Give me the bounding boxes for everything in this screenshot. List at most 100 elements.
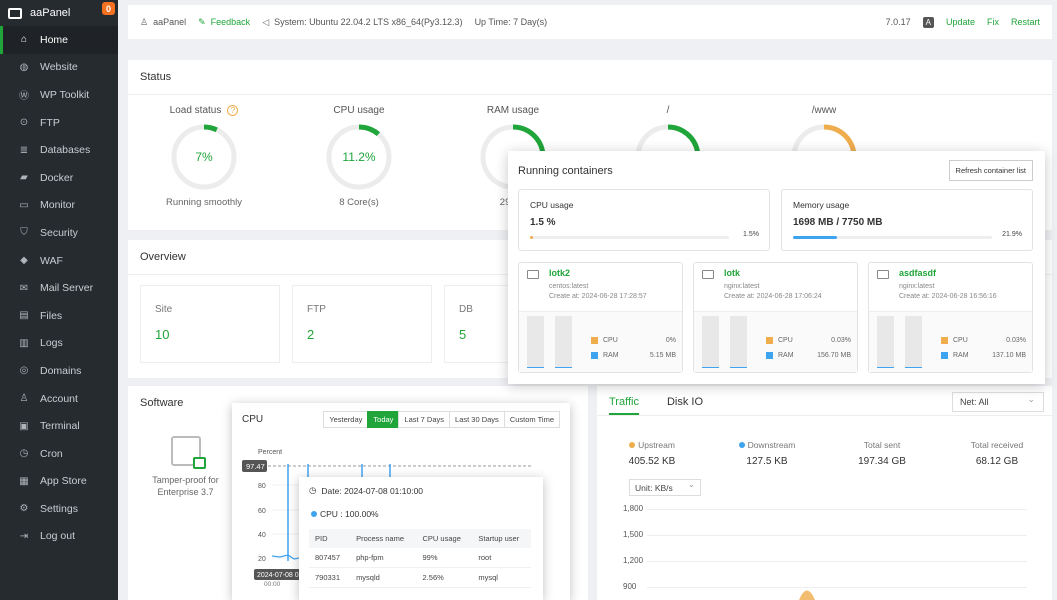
refresh-container-list-button[interactable]: Refresh container list <box>948 160 1033 181</box>
sidebar-item-databases[interactable]: ≣ Databases <box>0 136 118 164</box>
overview-card-value[interactable]: 2 <box>307 327 315 342</box>
marker-box <box>242 460 267 472</box>
cpu-usage-value: 1.5 % <box>530 217 556 228</box>
sidebar-item-label: Log out <box>40 530 76 543</box>
overview-card-value[interactable]: 10 <box>155 327 170 342</box>
legend-label: RAM <box>953 352 969 359</box>
container-created: Create at: 2024-06-28 17:06:24 <box>724 293 822 300</box>
ram-legend-icon <box>941 352 948 359</box>
range-yesterday-button[interactable]: Yesterday <box>323 411 369 428</box>
ram-legend: RAM 5.15 MB <box>591 352 676 359</box>
container-card-lotk[interactable]: lotk nginx:latest Create at: 2024-06-28 17… <box>693 262 858 373</box>
sidebar-item-app-store[interactable]: ▦ App Store <box>0 468 118 496</box>
gauge-loadstatus[interactable]: Load status? 7% Running smoothly <box>134 105 274 208</box>
container-ram-value: 5.15 MB <box>649 352 676 359</box>
memory-usage-fill <box>793 236 837 239</box>
wordpress-icon: Ⓦ <box>19 91 29 103</box>
sidebar-item-home[interactable]: ⌂ Home <box>0 26 118 54</box>
tab-disk-io[interactable]: Disk IO <box>666 396 704 408</box>
legend-label: CPU <box>778 337 793 344</box>
tooltip-date: Date: 2024-07-08 01:10:00 <box>321 485 424 496</box>
sidebar-item-files[interactable]: ▤ Files <box>0 302 118 330</box>
notification-badge[interactable]: 0 <box>102 2 115 15</box>
legend-label: CPU <box>953 337 968 344</box>
gear-icon: ⚙ <box>19 503 29 515</box>
gauge-ring: 7% <box>171 124 237 190</box>
tamper-proof-icon <box>170 436 206 469</box>
sidebar-item-label: Settings <box>40 502 78 515</box>
x-marker: 2024-07-08 01 <box>257 572 303 579</box>
cpu-column <box>702 316 719 368</box>
brand[interactable]: aaPanel 0 <box>0 0 118 26</box>
container-card-lotk2[interactable]: lotk2 centos:latest Create at: 2024-06-28 … <box>518 262 683 373</box>
mail-icon: ✉ <box>19 282 29 294</box>
shield-icon: ⛉ <box>20 227 28 239</box>
y-tick: 1,200 <box>623 556 644 565</box>
container-icon <box>877 270 889 279</box>
gauge-ring: 11.2% <box>326 124 392 190</box>
stat-label: Downstream <box>747 440 796 450</box>
sidebar-item-label: Home <box>40 33 69 46</box>
sidebar-item-security[interactable]: ⛉ Security <box>0 219 118 247</box>
sidebar-item-docker[interactable]: ▰ Docker <box>0 164 118 192</box>
sidebar-item-terminal[interactable]: ▣ Terminal <box>0 412 118 440</box>
cpu-legend: CPU 0% <box>591 337 676 344</box>
container-card-asdfasdf[interactable]: asdfasdf nginx:latest Create at: 2024-06-2… <box>868 262 1033 373</box>
range-today-button[interactable]: Today <box>367 411 400 428</box>
y-label: Percent <box>258 449 282 456</box>
overview-card-site[interactable]: Site 10 <box>140 285 280 363</box>
sidebar-item-mail-server[interactable]: ✉ Mail Server <box>0 274 118 302</box>
y-tick: 80 <box>258 483 266 490</box>
gauge-cpuusage[interactable]: CPU usage 11.2% 8 Core(s) <box>289 105 429 208</box>
feedback-link[interactable]: ✎ Feedback <box>198 17 250 28</box>
update-button[interactable]: Update <box>945 17 975 27</box>
sidebar-item-wp-toolkit[interactable]: Ⓦ WP Toolkit <box>0 81 118 109</box>
range-last-30-days-button[interactable]: Last 30 Days <box>449 411 505 428</box>
range-custom-time-button[interactable]: Custom Time <box>503 411 560 428</box>
sidebar-item-website[interactable]: ◍ Website <box>0 54 118 82</box>
sidebar-item-domains[interactable]: ◎ Domains <box>0 357 118 385</box>
sidebar-item-ftp[interactable]: ⊙ FTP <box>0 109 118 137</box>
container-cpu-value: 0.03% <box>1006 337 1026 344</box>
sidebar-item-monitor[interactable]: ▭ Monitor <box>0 192 118 220</box>
process-table: PID Process name CPU usage Startup user 807… <box>309 529 531 588</box>
home-icon: ⌂ <box>20 34 28 46</box>
sidebar-item-settings[interactable]: ⚙ Settings <box>0 495 118 523</box>
user-info[interactable]: ♙ aaPanel <box>140 17 186 28</box>
net-select[interactable]: Net: All <box>952 392 1044 412</box>
sidebar-item-account[interactable]: ♙ Account <box>0 385 118 413</box>
uptime: Up Time: 7 Day(s) <box>475 17 548 27</box>
overview-card-ftp[interactable]: FTP 2 <box>292 285 432 363</box>
system-text: System: Ubuntu 22.04.2 LTS x86_64(Py3.12… <box>274 17 463 27</box>
sidebar-item-cron[interactable]: ◷ Cron <box>0 440 118 468</box>
sidebar-item-waf[interactable]: ◆ WAF <box>0 247 118 275</box>
traffic-panel: Traffic Disk IO Net: All Upstream 405.52… <box>597 386 1052 600</box>
software-item[interactable]: Tamper-proof for Enterprise 3.7 <box>138 436 233 498</box>
container-name[interactable]: lotk2 <box>549 268 571 278</box>
cpu-column <box>877 316 894 368</box>
container-name[interactable]: asdfasdf <box>899 268 937 278</box>
feedback-icon: ✎ <box>198 16 206 27</box>
fix-button[interactable]: Fix <box>986 17 999 27</box>
overview-card-value[interactable]: 5 <box>459 327 467 342</box>
gauge-sub: Running smoothly <box>165 197 243 208</box>
gauge-label: Load status <box>169 105 222 116</box>
restart-button[interactable]: Restart <box>1010 17 1040 27</box>
sidebar-item-log-out[interactable]: ⇥ Log out <box>0 523 118 551</box>
font-size-icon[interactable]: A <box>922 16 934 28</box>
help-icon[interactable]: ? <box>227 105 239 116</box>
tab-traffic[interactable]: Traffic <box>609 396 639 415</box>
y-tick: 900 <box>623 582 637 591</box>
container-name[interactable]: lotk <box>724 268 741 278</box>
sidebar-item-label: Logs <box>40 337 63 350</box>
range-last-7-days-button[interactable]: Last 7 Days <box>398 411 451 428</box>
sidebar-item-logs[interactable]: ▥ Logs <box>0 330 118 358</box>
gauge-label: RAM usage <box>486 105 540 116</box>
cpu-chart-title: CPU <box>242 414 264 425</box>
column-header: PID <box>309 529 351 548</box>
x-tick: 00:00 <box>264 581 281 588</box>
unit-select[interactable]: Unit: KB/s <box>629 479 701 496</box>
cpu-legend-icon <box>941 337 948 344</box>
sidebar-item-label: Security <box>40 226 78 239</box>
waf-icon: ◆ <box>20 255 28 267</box>
